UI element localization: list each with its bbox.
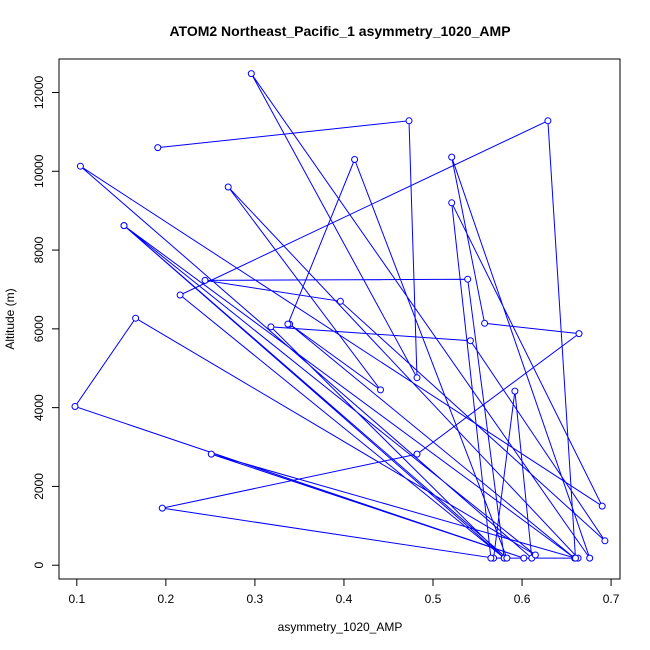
data-point (71, 403, 79, 410)
data-point (132, 314, 140, 322)
x-tick-label: 0.3 (247, 592, 264, 606)
data-point (544, 117, 552, 125)
x-tick-label: 0.4 (336, 592, 353, 606)
data-point (158, 504, 166, 512)
data-point (405, 117, 413, 125)
data-point (586, 554, 594, 562)
series-line (74, 73, 606, 560)
data-point (224, 183, 232, 191)
x-tick-label: 0.6 (514, 592, 531, 606)
x-tick-label: 0.5 (425, 592, 442, 606)
data-point (267, 323, 275, 331)
y-tick-label: 2000 (32, 473, 46, 500)
data-point (120, 222, 128, 230)
data-point (413, 374, 421, 382)
data-point (377, 386, 384, 394)
y-tick-label: 4000 (32, 394, 46, 421)
x-axis-label: asymmetry_1020_AMP (278, 620, 403, 634)
chart-title: ATOM2 Northeast_Pacific_1 asymmetry_1020… (169, 23, 510, 39)
data-point (76, 162, 84, 170)
x-tick-label: 0.7 (603, 592, 620, 606)
data-point (247, 70, 255, 78)
data-point (572, 554, 579, 562)
y-tick-label: 6000 (32, 315, 46, 342)
data-point (413, 450, 421, 458)
data-point (464, 275, 472, 283)
data-point (520, 554, 528, 562)
data-point (575, 330, 583, 338)
data-point (448, 199, 456, 207)
x-axis: 0.1 0.2 0.3 0.4 0.5 0.6 0.7 (68, 578, 620, 606)
x-tick-label: 0.2 (158, 592, 175, 606)
y-tick-label: 12000 (32, 75, 46, 109)
y-tick-label: 8000 (32, 236, 46, 263)
data-point (531, 551, 539, 559)
series-layer (71, 70, 609, 562)
y-axis: 0 2000 4000 6000 8000 10000 12000 (32, 75, 60, 569)
x-tick-label: 0.1 (68, 592, 85, 606)
y-tick-label: 10000 (32, 154, 46, 188)
data-point (284, 320, 292, 328)
data-point (503, 554, 511, 562)
data-point (487, 554, 495, 562)
data-point (601, 537, 609, 545)
data-point (466, 337, 474, 345)
data-point (511, 387, 519, 395)
data-point (201, 276, 209, 284)
data-point (481, 319, 489, 327)
data-point (154, 144, 162, 152)
data-point (336, 297, 344, 305)
data-point (448, 153, 456, 161)
y-axis-label: Altitude (m) (3, 288, 17, 349)
data-point (176, 291, 184, 299)
y-tick-label: 0 (32, 562, 46, 569)
data-point (351, 156, 359, 163)
data-point (598, 502, 606, 510)
data-point (207, 450, 215, 458)
plot-box (58, 58, 621, 580)
